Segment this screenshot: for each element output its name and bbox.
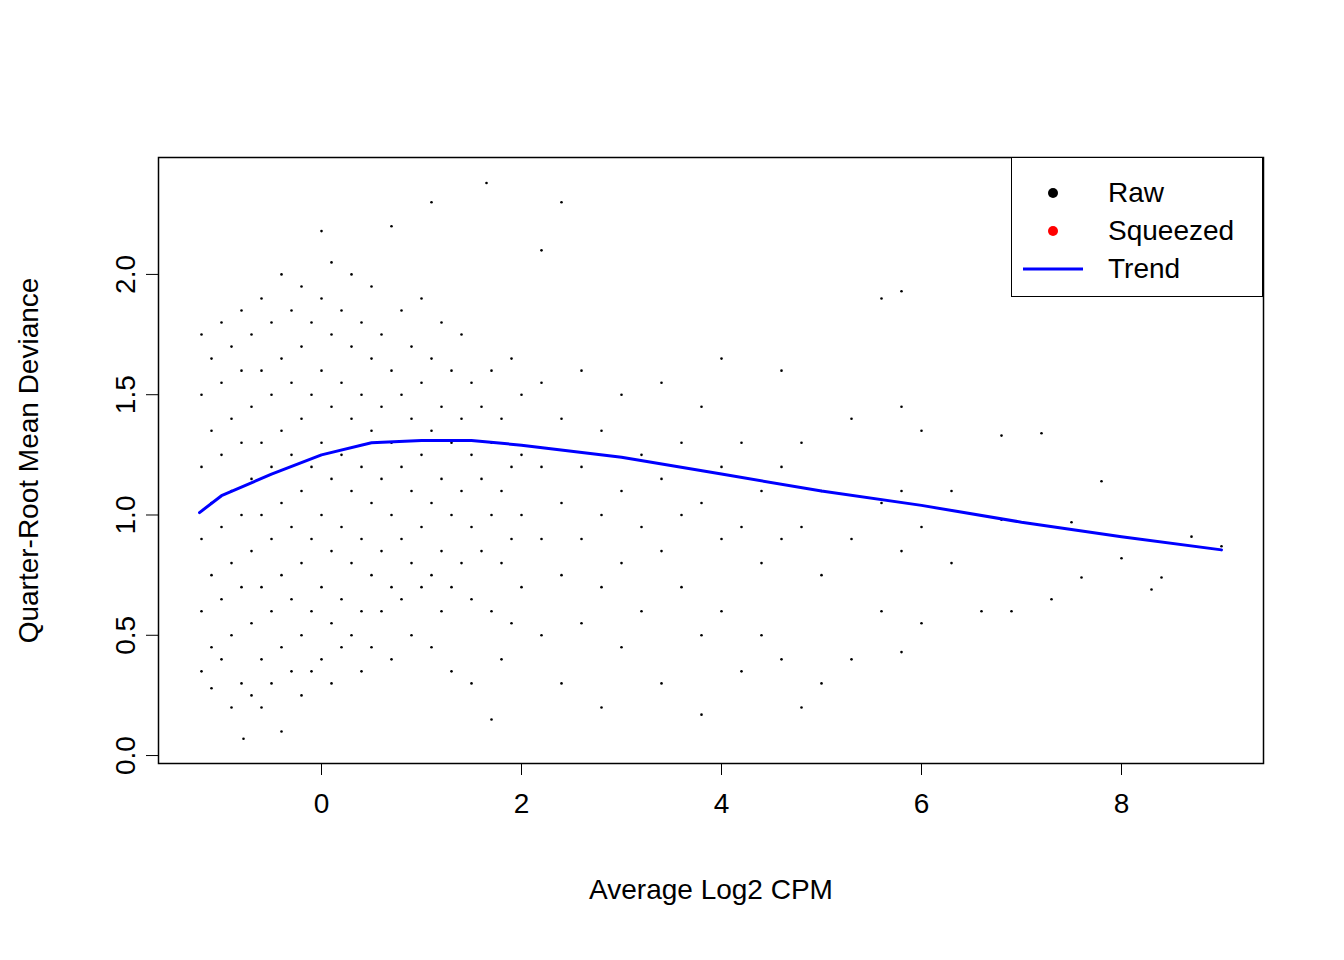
svg-text:1.0: 1.0 [110,496,141,535]
html-text:Trend: Trend [1108,253,1181,284]
svg-text:0.5: 0.5 [110,616,141,655]
svg-text:1.5: 1.5 [110,375,141,414]
svg-text:Quarter-Root Mean Deviance: Quarter-Root Mean Deviance [13,278,44,644]
html-text:Squeezed: Squeezed [1108,215,1235,246]
svg-text:6: 6 [914,788,930,819]
svg-text:0: 0 [314,788,330,819]
svg-text:Average Log2 CPM: Average Log2 CPM [589,874,833,905]
svg-text:2.0: 2.0 [110,255,141,294]
svg-text:4: 4 [714,788,730,819]
svg-text:0.0: 0.0 [110,736,141,775]
svg-text:2: 2 [514,788,530,819]
svg-text:8: 8 [1114,788,1130,819]
html-text:Raw: Raw [1108,177,1164,208]
